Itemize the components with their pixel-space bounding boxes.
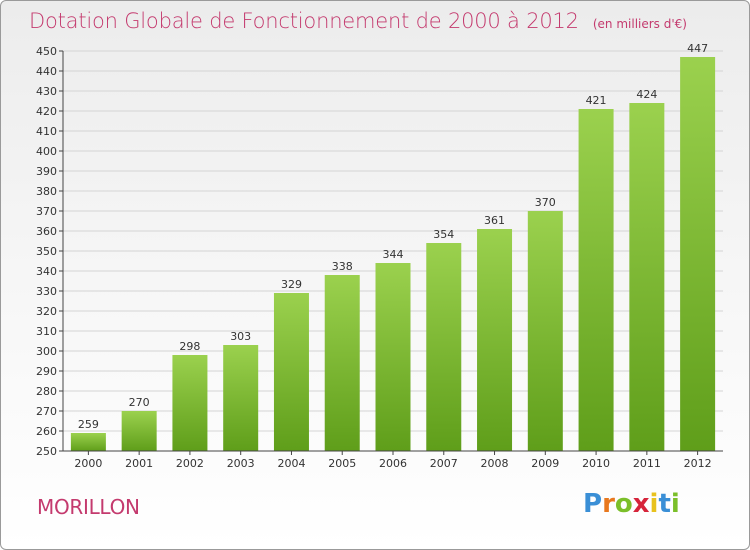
ytick-label-410: 410 [36,125,57,138]
data-label-2011: 424 [636,88,657,101]
bar-2008 [477,229,513,451]
ytick-label-290: 290 [36,365,57,378]
data-label-2009: 370 [535,196,556,209]
ytick-label-350: 350 [36,245,57,258]
ytick-label-270: 270 [36,405,57,418]
ytick-label-330: 330 [36,285,57,298]
axes [59,50,723,455]
ytick-label-310: 310 [36,325,57,338]
xtick-label-2002: 2002 [176,457,204,470]
bar-2011 [629,103,665,451]
data-label-2003: 303 [230,330,251,343]
xtick-label-2007: 2007 [430,457,458,470]
xtick-label-2003: 2003 [227,457,255,470]
bar-2007 [426,243,462,451]
data-label-2012: 447 [687,42,708,55]
xtick-label-2009: 2009 [531,457,559,470]
ytick-label-360: 360 [36,225,57,238]
ytick-label-380: 380 [36,185,57,198]
data-label-2007: 354 [433,228,454,241]
ytick-label-340: 340 [36,265,57,278]
ytick-label-370: 370 [36,205,57,218]
ytick-label-400: 400 [36,145,57,158]
xtick-label-2004: 2004 [277,457,305,470]
logo-letter: o [614,489,633,519]
logo-letter: i [649,489,659,519]
commune-name: MORILLON [37,495,140,519]
ytick-label-280: 280 [36,385,57,398]
data-label-2000: 259 [78,418,99,431]
xtick-label-2006: 2006 [379,457,407,470]
ytick-label-390: 390 [36,165,57,178]
ytick-label-420: 420 [36,105,57,118]
xtick-label-2008: 2008 [481,457,509,470]
xtick-label-2012: 2012 [684,457,712,470]
title-main: Dotation Globale de Fonctionnement de 20… [29,9,579,33]
bar-2005 [324,275,360,451]
ytick-label-320: 320 [36,305,57,318]
data-label-2008: 361 [484,214,505,227]
bar-2002 [172,355,208,451]
title-subtitle: (en milliers d'€) [592,17,687,31]
bar-2006 [375,263,411,451]
logo-letter: t [658,489,671,519]
bar-2010 [578,109,614,451]
chart-title: Dotation Globale de Fonctionnement de 20… [29,9,687,33]
bar-2012 [680,57,716,451]
bar-2001 [121,411,157,451]
bar-2009 [527,211,563,451]
logo-letter: r [602,489,615,519]
data-label-2004: 329 [281,278,302,291]
bars [70,57,716,451]
data-label-2002: 298 [179,340,200,353]
bar-2004 [273,293,309,451]
xtick-label-2010: 2010 [582,457,610,470]
xtick-label-2005: 2005 [328,457,356,470]
xtick-label-2000: 2000 [74,457,102,470]
data-label-2010: 421 [586,94,607,107]
bar-2000 [70,433,106,451]
ytick-label-300: 300 [36,345,57,358]
ytick-label-260: 260 [36,425,57,438]
logo-letter: i [670,489,680,519]
xtick-label-2001: 2001 [125,457,153,470]
labels: 250 260 270 280 290 300 310 320 330 340 350 360 370 3… [36,42,712,470]
data-label-2006: 344 [383,248,404,261]
ytick-label-450: 450 [36,45,57,58]
proxiti-logo[interactable]: Proxiti [583,489,680,519]
logo-letter: x [632,489,650,519]
data-label-2001: 270 [129,396,150,409]
xtick-label-2011: 2011 [633,457,661,470]
logo-letter: P [583,489,603,519]
ytick-label-440: 440 [36,65,57,78]
data-label-2005: 338 [332,260,353,273]
ytick-label-430: 430 [36,85,57,98]
ytick-label-250: 250 [36,445,57,458]
bar-2003 [223,345,259,451]
